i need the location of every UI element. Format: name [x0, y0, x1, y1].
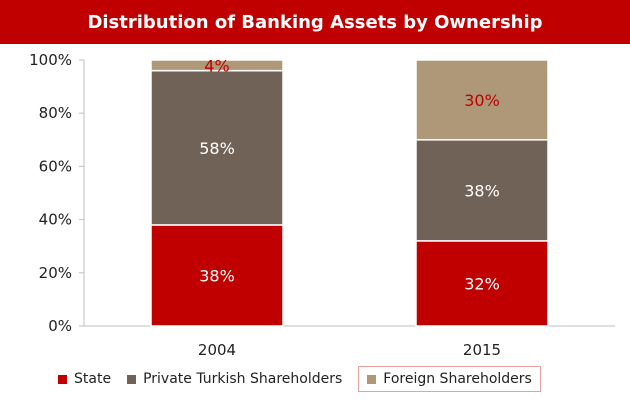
data-label: 32%	[464, 274, 500, 293]
bar-segment-foreign-shareholders-2004	[150, 59, 284, 72]
legend-label-state: State	[74, 371, 112, 387]
chart-title: Distribution of Banking Assets by Owners…	[0, 0, 630, 44]
y-tick-label: 100%	[29, 51, 72, 69]
y-tick-label: 40%	[39, 211, 72, 229]
data-label: 4%	[204, 56, 229, 75]
y-tick-label: 20%	[39, 264, 72, 282]
chart-legend: State Private Turkish Shareholders Forei…	[58, 366, 541, 392]
data-label: 38%	[199, 266, 235, 285]
legend-item-foreign: Foreign Shareholders	[358, 366, 541, 392]
data-label: 58%	[199, 139, 235, 158]
legend-label-private: Private Turkish Shareholders	[143, 371, 343, 387]
y-tick-label: 60%	[39, 157, 72, 175]
legend-item-private: Private Turkish Shareholders	[127, 367, 342, 391]
x-tick-label: 2015	[463, 341, 501, 359]
bar-segment-state-2004	[150, 224, 284, 327]
y-tick-label: 0%	[48, 317, 72, 335]
y-tick-label: 80%	[39, 104, 72, 122]
bar-segment-foreign-shareholders-2015	[415, 59, 549, 141]
bar-segment-private-turkish-shareholders-2015	[415, 139, 549, 242]
data-label: 38%	[464, 181, 500, 200]
bar-segment-private-turkish-shareholders-2004	[150, 69, 284, 226]
data-label: 30%	[464, 91, 500, 110]
x-tick-label: 2004	[198, 341, 236, 359]
legend-item-state: State	[58, 367, 111, 391]
bar-segment-state-2015	[415, 240, 549, 327]
legend-swatch-state	[58, 374, 67, 384]
legend-swatch-private	[127, 374, 137, 384]
legend-label-foreign: Foreign Shareholders	[383, 371, 532, 387]
legend-swatch-foreign	[367, 374, 377, 384]
